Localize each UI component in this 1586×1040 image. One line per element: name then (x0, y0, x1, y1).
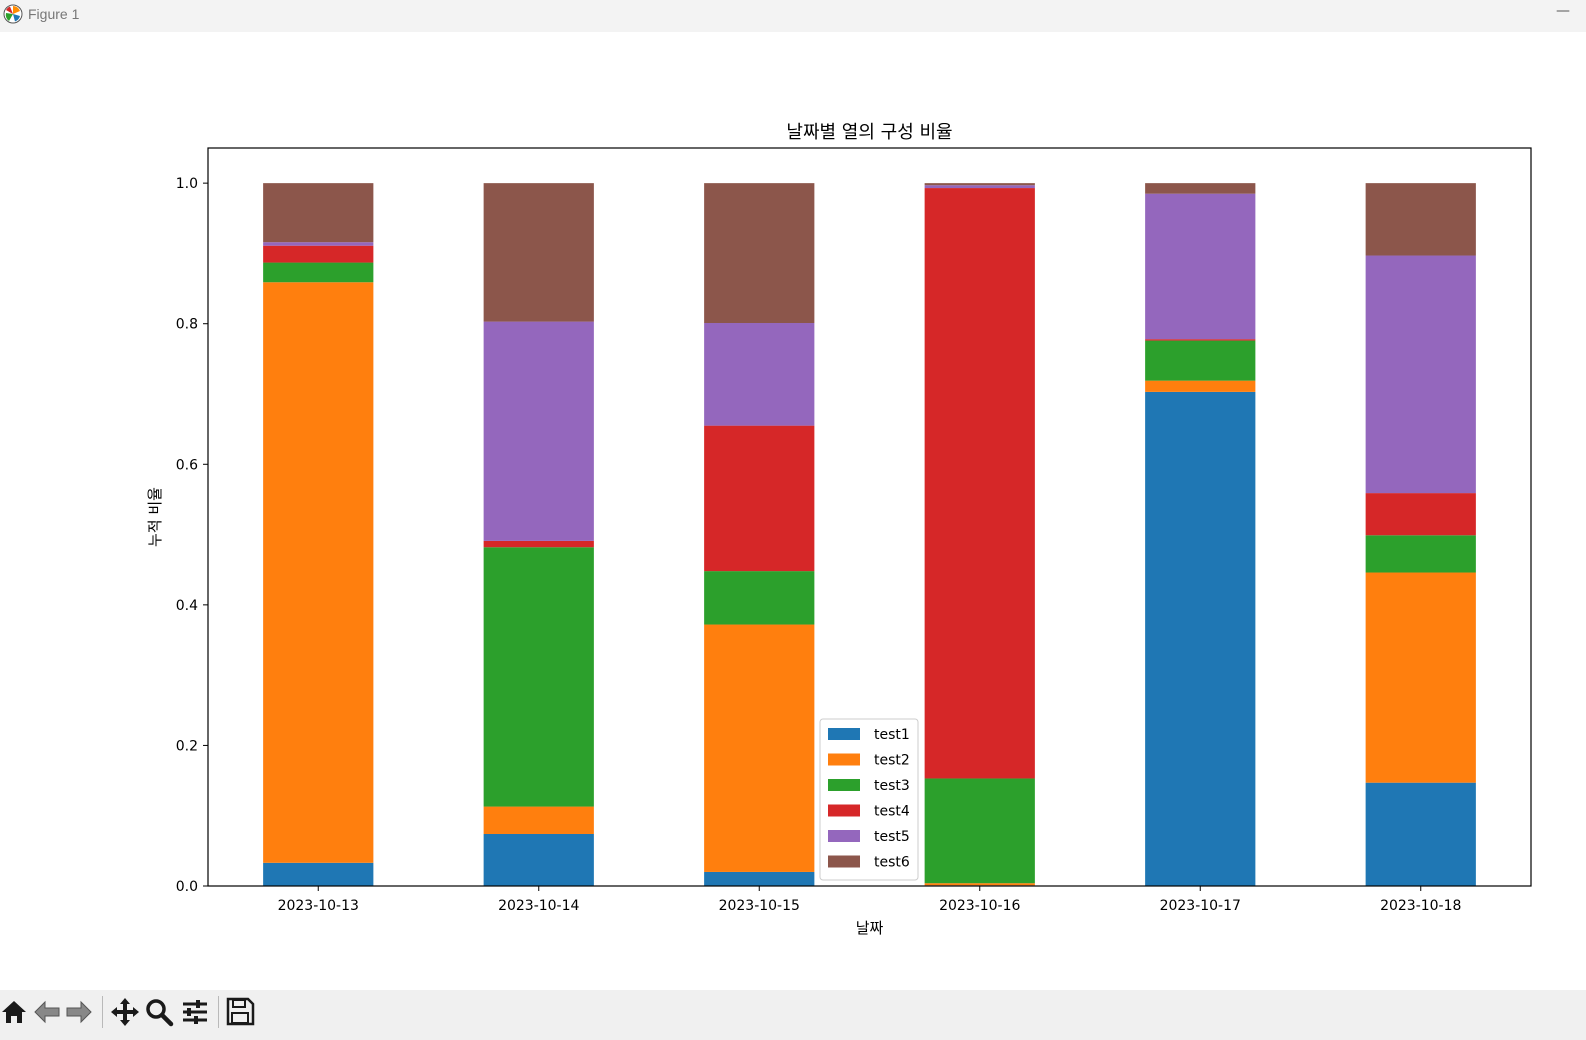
bar-segment-test2-2023-10-16 (924, 883, 1035, 886)
bar-segment-test6-2023-10-15 (704, 183, 815, 324)
y-tick-label: 0.6 (176, 457, 198, 473)
bar-segment-test4-2023-10-15 (704, 425, 815, 572)
toolbar-separator (102, 996, 103, 1028)
pan-move-icon[interactable] (110, 995, 140, 1027)
bar-segment-test2-2023-10-18 (1365, 572, 1476, 783)
bar-segment-test6-2023-10-17 (1145, 183, 1256, 194)
y-tick-label: 0.2 (176, 738, 198, 754)
window-titlebar: Figure 1 — (0, 0, 1586, 32)
bar-segment-test6-2023-10-16 (924, 183, 1035, 186)
y-tick-label: 0.4 (176, 598, 198, 614)
legend-label-test3: test3 (874, 778, 910, 794)
bar-segment-test4-2023-10-14 (483, 540, 594, 548)
legend-swatch-test4 (828, 804, 860, 817)
bar-segment-test1-2023-10-15 (704, 871, 815, 886)
bar-segment-test6-2023-10-14 (483, 183, 594, 322)
bar-segment-test2-2023-10-13 (263, 282, 374, 863)
configure-subplots-icon[interactable] (180, 995, 210, 1027)
bar-segment-test5-2023-10-14 (483, 321, 594, 541)
back-arrow-icon[interactable] (32, 995, 62, 1027)
bar-segment-test5-2023-10-18 (1365, 255, 1476, 494)
bar-segment-test2-2023-10-14 (483, 806, 594, 834)
bar-segment-test5-2023-10-16 (924, 185, 1035, 189)
bar-segment-test5-2023-10-17 (1145, 193, 1256, 340)
legend-swatch-test5 (828, 830, 860, 842)
zoom-magnifier-icon[interactable] (144, 995, 174, 1027)
minimize-button[interactable]: — (1556, 3, 1570, 19)
bar-segment-test1-2023-10-18 (1365, 782, 1476, 886)
bar-segment-test3-2023-10-14 (483, 547, 594, 807)
bar-segment-test3-2023-10-16 (924, 778, 1035, 884)
bar-segment-test6-2023-10-13 (263, 183, 374, 243)
bar-segment-test3-2023-10-18 (1365, 535, 1476, 573)
navigation-toolbar (0, 990, 1586, 1040)
bar-segment-test6-2023-10-18 (1365, 183, 1476, 256)
legend-swatch-test6 (828, 855, 860, 868)
bar-segment-test2-2023-10-15 (704, 624, 815, 872)
bar-segment-test3-2023-10-13 (263, 262, 374, 283)
x-tick-label: 2023-10-18 (1380, 898, 1461, 914)
bar-segment-test3-2023-10-17 (1145, 340, 1256, 381)
matplotlib-logo-icon (3, 4, 23, 24)
legend-label-test1: test1 (874, 727, 910, 743)
bar-segment-test1-2023-10-14 (483, 833, 594, 886)
legend-swatch-test3 (828, 779, 860, 791)
bar-segment-test5-2023-10-15 (704, 323, 815, 426)
bar-segment-test1-2023-10-13 (263, 862, 374, 886)
legend-label-test4: test4 (874, 804, 910, 820)
bar-segment-test3-2023-10-15 (704, 571, 815, 625)
figure-canvas: 0.0 0.2 0.4 0.6 0.8 1.0 2023-10-13 2023-10-14 20… (0, 32, 1586, 990)
x-tick-label: 2023-10-15 (719, 898, 800, 914)
y-tick-label: 0.0 (176, 879, 198, 895)
window-title: Figure 1 (28, 6, 80, 22)
x-tick-label: 2023-10-17 (1160, 898, 1241, 914)
x-axis-label: 날짜 (856, 919, 884, 937)
y-axis-label: 누적 비율 (146, 487, 164, 547)
legend-label-test2: test2 (874, 753, 910, 769)
legend-label-test6: test6 (874, 855, 910, 871)
bar-segment-test4-2023-10-13 (263, 245, 374, 263)
legend-label-test5: test5 (874, 829, 910, 845)
x-tick-label: 2023-10-13 (278, 898, 359, 914)
bar-segment-test2-2023-10-17 (1145, 380, 1256, 392)
legend-swatch-test2 (828, 753, 860, 766)
chart-title: 날짜별 열의 구성 비율 (786, 122, 952, 143)
forward-arrow-icon[interactable] (64, 995, 94, 1027)
legend-swatch-test1 (828, 728, 860, 740)
bar-segment-test4-2023-10-16 (924, 188, 1035, 779)
stacked-bar-chart: 0.0 0.2 0.4 0.6 0.8 1.0 2023-10-13 2023-10-14 20… (146, 122, 1532, 937)
x-tick-label: 2023-10-16 (939, 898, 1020, 914)
save-floppy-icon[interactable] (225, 995, 255, 1027)
y-tick-label: 1.0 (176, 176, 198, 192)
bar-segment-test5-2023-10-13 (263, 242, 374, 246)
toolbar-separator (218, 996, 219, 1028)
home-icon[interactable] (0, 995, 30, 1027)
axes-frame (207, 147, 1532, 887)
bar-segment-test4-2023-10-18 (1365, 493, 1476, 536)
bar-segment-test4-2023-10-17 (1145, 339, 1256, 341)
x-tick-label: 2023-10-14 (498, 898, 579, 914)
y-tick-label: 0.8 (176, 317, 198, 333)
bar-segment-test1-2023-10-17 (1145, 391, 1256, 886)
